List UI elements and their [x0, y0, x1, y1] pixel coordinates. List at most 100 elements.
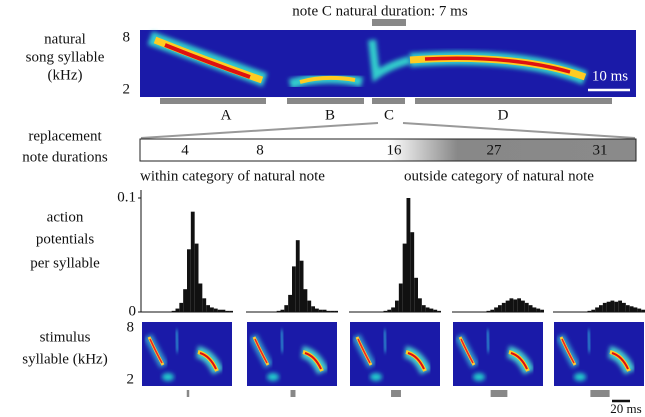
- hist-bar: [629, 306, 634, 312]
- hist-bar: [303, 289, 308, 312]
- hist-bar: [292, 266, 296, 312]
- hist-bar: [315, 308, 319, 312]
- hist-bar: [299, 260, 304, 312]
- hist-bar: [528, 305, 533, 312]
- hist-label: per syllable: [30, 255, 100, 271]
- hist-bar: [318, 309, 323, 312]
- hist-bar: [217, 309, 222, 312]
- stim-label: syllable (kHz): [22, 351, 107, 367]
- duration-label: 16: [387, 142, 403, 158]
- hist-bar: [330, 310, 335, 312]
- spectrogram: [140, 30, 636, 97]
- hist-bar: [421, 305, 426, 312]
- stim-label: stimulus: [40, 329, 91, 345]
- hist-bar: [501, 302, 506, 312]
- stimulus-spectrogram: [247, 322, 337, 386]
- hist-bar: [429, 308, 434, 312]
- hist-bar: [198, 283, 203, 312]
- replacement-label: note durations: [22, 149, 108, 165]
- hist-bar: [383, 310, 388, 312]
- hist-label: potentials: [36, 231, 94, 247]
- hist-bar: [307, 300, 312, 312]
- stim-ytick: 2: [127, 371, 135, 387]
- hist-bar: [599, 305, 603, 312]
- hist-bar: [414, 277, 418, 312]
- stimulus-spectrogram: [453, 322, 543, 386]
- hist-bar: [284, 305, 289, 312]
- duration-bar: [490, 390, 508, 397]
- hist-bar: [175, 308, 180, 312]
- hist-bar: [618, 300, 622, 312]
- duration-label: 31: [593, 142, 608, 158]
- hist-bar: [633, 307, 638, 312]
- natural-duration-bar: [372, 19, 406, 26]
- hist-bar: [591, 309, 596, 312]
- hist-bar: [311, 306, 315, 312]
- hist-bar: [494, 307, 498, 312]
- hist-bar: [595, 307, 599, 312]
- connector: [402, 122, 636, 139]
- top-ylabel: natural: [44, 31, 86, 47]
- hist-bar: [602, 302, 607, 312]
- hist-bar: [213, 308, 218, 312]
- hist-bar: [295, 240, 300, 312]
- note-label: B: [325, 107, 335, 123]
- hist-bar: [276, 310, 281, 312]
- hist-bar: [614, 301, 619, 312]
- hist-bar: [225, 310, 230, 312]
- hist-bar: [425, 307, 430, 312]
- hist-bar: [391, 307, 395, 312]
- hist-bar: [171, 310, 176, 312]
- hist-bar: [190, 211, 195, 312]
- hist-bar: [206, 305, 210, 312]
- note-label: A: [221, 107, 232, 123]
- hist-bar: [610, 300, 615, 312]
- hist-bar: [532, 307, 537, 312]
- stim-scale-label: 20 ms: [610, 401, 641, 416]
- duration-bar: [186, 390, 190, 397]
- hist-bar: [410, 232, 415, 312]
- replacement-label: replacement: [28, 128, 102, 144]
- hist-bar: [517, 298, 521, 312]
- hist-bar: [398, 283, 403, 312]
- stimulus-spectrogram: [350, 322, 440, 386]
- hist-bar: [229, 310, 233, 312]
- hist-bar: [194, 243, 199, 312]
- top-title: note C natural duration: 7 ms: [292, 3, 468, 19]
- hist-bar: [486, 310, 491, 312]
- hist-bar: [406, 198, 411, 312]
- hist-bar: [395, 300, 399, 312]
- hist-bar: [587, 310, 592, 312]
- duration-label: 27: [487, 142, 503, 158]
- duration-bar: [290, 390, 296, 397]
- hist-bar: [521, 300, 525, 312]
- stimulus-spectrogram: [142, 322, 232, 386]
- hist-bar: [505, 300, 510, 312]
- hist-bar: [637, 308, 642, 312]
- hist-bar: [288, 294, 292, 312]
- duration-bar: [590, 390, 610, 397]
- hist-bar: [524, 302, 529, 312]
- hist-bar: [322, 309, 327, 312]
- note-bars: [160, 98, 612, 104]
- duration-label: 8: [256, 142, 264, 158]
- duration-bar: [391, 390, 401, 397]
- connector: [140, 122, 379, 139]
- duration-label: 4: [181, 142, 189, 158]
- hist-bar: [513, 299, 518, 312]
- hist-bar: [179, 302, 184, 312]
- duration-box: [139, 138, 637, 162]
- hist-bar: [326, 310, 331, 312]
- stim-ytick: 8: [127, 319, 135, 335]
- hist-bar: [437, 310, 441, 312]
- hist-bar: [183, 289, 187, 312]
- hist-bar: [418, 298, 422, 312]
- hist-bar: [540, 309, 544, 312]
- hist-bar: [210, 307, 214, 312]
- hist-bar: [498, 305, 502, 312]
- hist-bar: [187, 249, 191, 312]
- outside-label: outside category of natural note: [404, 168, 594, 184]
- hist-bar: [536, 308, 541, 312]
- top-ytick: 8: [123, 29, 131, 45]
